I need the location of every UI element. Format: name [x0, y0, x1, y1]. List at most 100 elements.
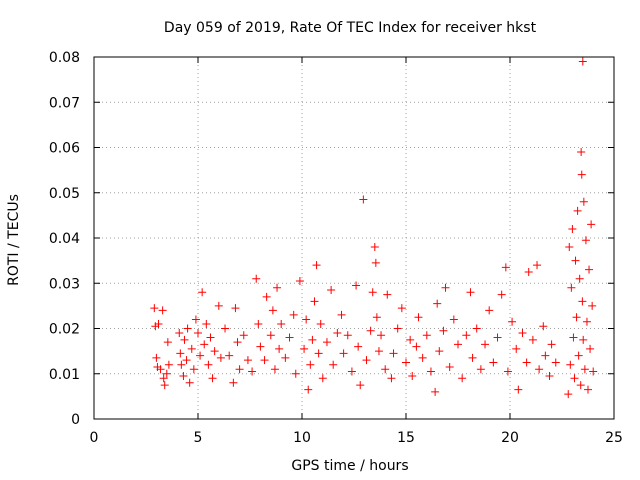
data-point [329, 360, 338, 369]
y-tick-labels: 0 0.01 0.02 0.03 0.04 0.05 0.06 0.07 0.08 [49, 50, 80, 428]
data-point [322, 338, 331, 347]
data-point [366, 326, 375, 335]
data-point [433, 299, 442, 308]
x-tick-labels: 0 5 10 15 20 25 [90, 430, 623, 446]
data-point [254, 319, 263, 328]
data-point [354, 342, 363, 351]
data-point [347, 367, 356, 376]
data-point [501, 263, 510, 272]
data-point [200, 340, 209, 349]
data-point [518, 329, 527, 338]
data-point [545, 372, 554, 381]
data-point [514, 385, 523, 394]
data-point [533, 261, 542, 270]
data-point [189, 365, 198, 374]
data-point [252, 274, 261, 283]
data-point [285, 333, 294, 342]
y-tick-label: 0.04 [49, 231, 80, 247]
data-point [481, 340, 490, 349]
data-point [281, 353, 290, 362]
data-point [466, 288, 475, 297]
data-point [567, 283, 576, 292]
data-point [356, 381, 365, 390]
data-point [584, 385, 592, 394]
data-point [472, 324, 481, 333]
data-point [439, 326, 448, 335]
data-point [426, 367, 435, 376]
data-point [289, 310, 298, 319]
data-point [574, 351, 583, 360]
data-point [445, 362, 454, 371]
data-point [462, 331, 471, 340]
data-point [570, 374, 579, 383]
data-point [524, 267, 533, 276]
data-point [262, 292, 271, 301]
data-point [214, 301, 223, 310]
data-point [368, 288, 377, 297]
data-point [312, 261, 321, 270]
data-point [154, 319, 163, 328]
y-tick-label: 0.07 [49, 95, 80, 111]
data-point [565, 243, 574, 252]
data-point [522, 358, 531, 367]
data-point [572, 313, 581, 322]
data-point [359, 195, 368, 204]
data-point [187, 344, 196, 353]
data-point [589, 367, 598, 376]
data-point [406, 335, 415, 344]
data-point [508, 317, 517, 326]
data-point [580, 365, 589, 374]
data-points [150, 57, 598, 399]
data-point [352, 281, 361, 290]
data-point [578, 297, 587, 306]
data-point [579, 197, 588, 206]
data-point [210, 347, 219, 356]
data-point [578, 57, 587, 66]
data-point [260, 356, 269, 365]
data-point [270, 365, 279, 374]
data-point [575, 274, 584, 283]
data-point [162, 369, 171, 378]
data-point [435, 347, 444, 356]
data-point [176, 349, 185, 358]
data-point [256, 342, 265, 351]
data-point [177, 360, 186, 369]
data-point [497, 290, 506, 299]
data-point [239, 331, 248, 340]
data-point [191, 315, 200, 324]
data-point [541, 351, 550, 360]
data-point [551, 358, 560, 367]
data-point [577, 170, 586, 179]
data-point [235, 365, 244, 374]
data-point [327, 286, 336, 295]
data-point [208, 374, 217, 383]
data-point [204, 360, 213, 369]
data-point [568, 224, 577, 233]
data-point [185, 378, 194, 387]
y-tick-label: 0.03 [49, 276, 80, 292]
data-point [528, 335, 537, 344]
data-point [402, 358, 410, 367]
data-point [316, 319, 325, 328]
data-point [476, 365, 485, 374]
data-point [229, 378, 238, 387]
x-tick-label: 0 [90, 430, 99, 446]
y-tick-label: 0.02 [49, 322, 80, 338]
data-point [571, 256, 580, 265]
data-point [371, 258, 380, 267]
data-point [383, 290, 392, 299]
data-point [377, 331, 386, 340]
data-point [158, 306, 167, 315]
data-point [512, 344, 521, 353]
y-tick-label: 0.01 [49, 367, 80, 383]
data-point [231, 304, 240, 313]
data-point [339, 349, 348, 358]
data-point [370, 243, 379, 252]
data-point [493, 333, 502, 342]
data-point [458, 374, 467, 383]
data-point [408, 372, 417, 381]
data-point [414, 313, 423, 322]
data-point [569, 333, 578, 342]
data-point [535, 365, 544, 374]
data-point [248, 367, 257, 376]
